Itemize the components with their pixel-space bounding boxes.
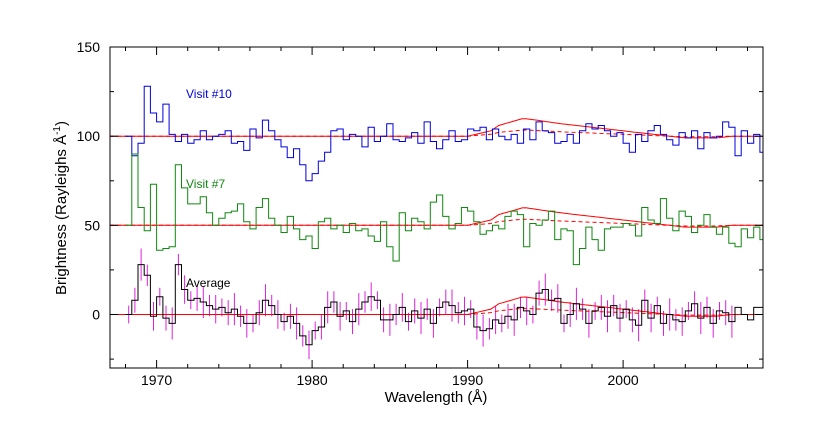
x-axis-title: Wavelength (Å) bbox=[385, 389, 488, 406]
model-line-visit7 bbox=[110, 207, 763, 228]
axis-ticks: 1970 1980 1990 2000 0 50 100 150 bbox=[77, 39, 763, 388]
series-line-visit7 bbox=[125, 153, 763, 266]
y-tick-label: 0 bbox=[92, 307, 100, 323]
series-label-visit7: Visit #7 bbox=[186, 177, 225, 191]
x-tick-label: 1990 bbox=[452, 372, 483, 388]
y-axis-title: Brightness (Rayleighs Å-1) bbox=[52, 121, 70, 295]
y-tick-label: 100 bbox=[77, 128, 101, 144]
x-tick-label: 2000 bbox=[608, 372, 639, 388]
plot-area bbox=[110, 85, 763, 360]
series-label-average: Average bbox=[186, 276, 231, 290]
series-label-visit10: Visit #10 bbox=[186, 87, 232, 101]
series-line-visit10 bbox=[125, 85, 763, 182]
y-axis-title-sup: -1 bbox=[52, 126, 63, 135]
x-tick-label: 1980 bbox=[297, 372, 328, 388]
y-axis-title-main: Brightness (Rayleighs Å bbox=[53, 135, 70, 295]
x-tick-label: 1970 bbox=[141, 372, 172, 388]
y-axis-title-close: ) bbox=[53, 121, 70, 126]
y-tick-label: 150 bbox=[77, 39, 101, 55]
model-line-visit10 bbox=[110, 118, 763, 139]
series-line-average bbox=[125, 264, 763, 346]
y-tick-label: 50 bbox=[84, 217, 100, 233]
